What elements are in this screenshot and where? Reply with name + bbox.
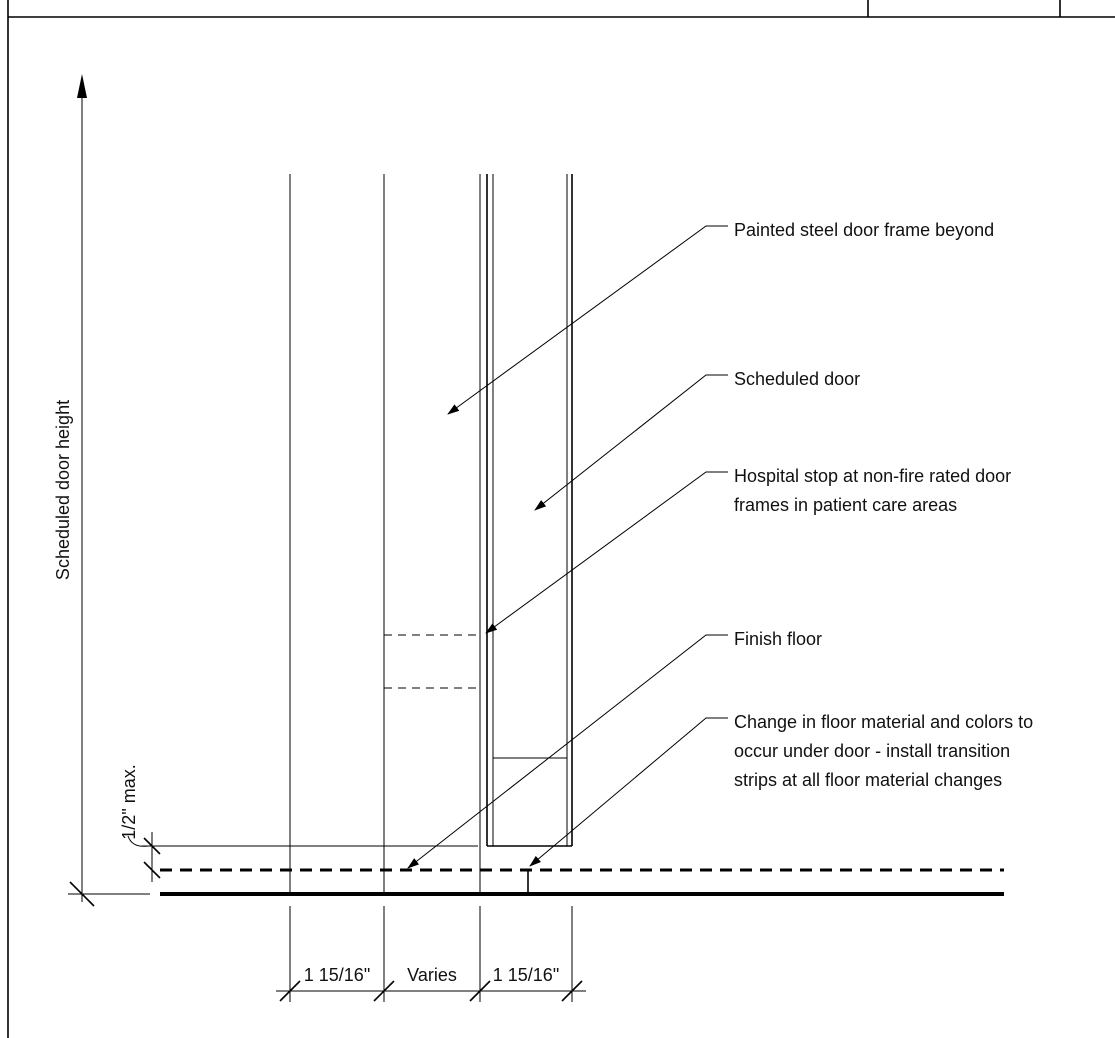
undercut-dimension: 1/2" max. [119, 764, 478, 882]
callout-frame-line-1: Painted steel door frame beyond [734, 220, 994, 240]
door-frame [486, 174, 573, 847]
floor-lines [160, 868, 1004, 896]
callout-floor-transition-line-2: occur under door - install transition [734, 741, 1010, 761]
callout-door: Scheduled door [534, 369, 860, 511]
door-height-label: Scheduled door height [53, 400, 73, 580]
dimension-label-frame-left: 1 15/16" [304, 965, 370, 985]
callout-hospital-stop: Hospital stop at non-fire rated door fra… [485, 466, 1011, 634]
callout-finish-floor-line-1: Finish floor [734, 629, 822, 649]
dimension-label-varies: Varies [407, 965, 457, 985]
callout-hospital-stop-line-2: frames in patient care areas [734, 495, 957, 515]
callout-floor-transition-line-1: Change in floor material and colors to [734, 712, 1033, 732]
width-dimension-string: 1 15/16" Varies 1 15/16" [276, 906, 586, 1002]
undercut-label: 1/2" max. [119, 764, 139, 839]
dimension-label-frame-right: 1 15/16" [493, 965, 559, 985]
callout-finish-floor: Finish floor [407, 629, 822, 869]
sheet-border [7, 0, 1115, 1038]
callout-floor-transition-line-3: strips at all floor material changes [734, 770, 1002, 790]
callout-door-line-1: Scheduled door [734, 369, 860, 389]
callout-frame: Painted steel door frame beyond [447, 220, 994, 415]
door-height-dimension: Scheduled door height [53, 74, 150, 907]
hospital-stop-dashes [384, 634, 480, 689]
opening-lines [289, 174, 481, 894]
callout-floor-transition: Change in floor material and colors to o… [529, 712, 1033, 867]
callout-hospital-stop-line-1: Hospital stop at non-fire rated door [734, 466, 1011, 486]
